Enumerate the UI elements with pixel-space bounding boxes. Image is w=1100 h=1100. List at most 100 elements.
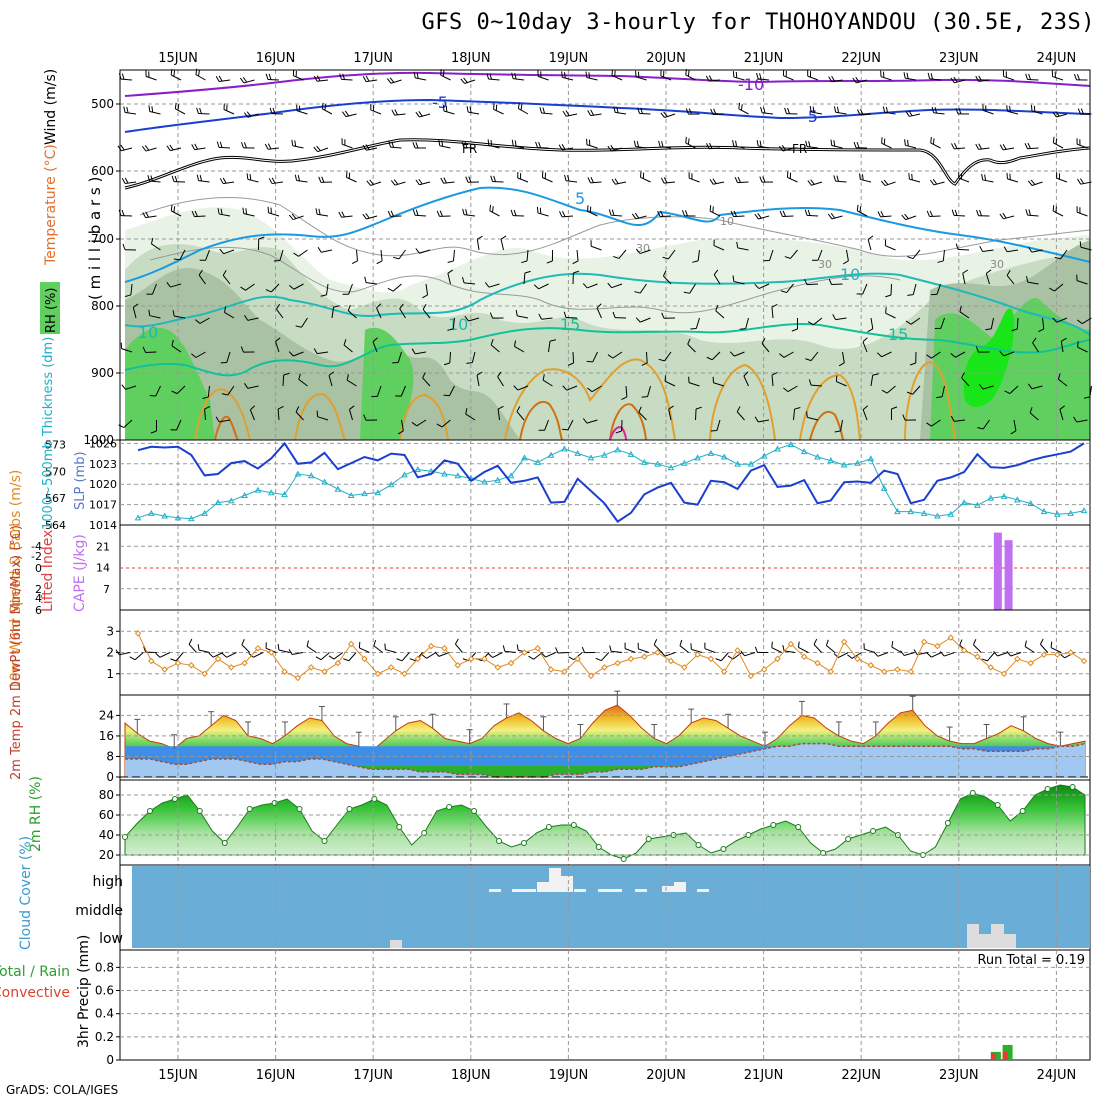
wind-barb <box>1006 172 1019 183</box>
wind-barb <box>276 303 284 319</box>
wind-barb <box>870 373 879 387</box>
wind-marker <box>387 664 395 671</box>
thickness-marker <box>574 449 582 456</box>
rh-marker <box>620 856 627 862</box>
wind-barb <box>346 374 357 387</box>
wind-barb <box>155 652 171 658</box>
wind-barb <box>685 108 700 115</box>
cloud-high-block <box>635 889 647 892</box>
wind-barb <box>838 351 845 367</box>
rh-marker <box>1019 808 1026 814</box>
wind-barb <box>371 385 382 398</box>
wind-barb <box>392 351 402 364</box>
date-label-bottom: 20JUN <box>646 1068 686 1083</box>
wind-barb <box>1003 246 1019 253</box>
wind-barb <box>460 77 476 84</box>
wind-barb <box>493 103 504 115</box>
contour-label: 15 <box>560 315 580 334</box>
wind-barb <box>743 371 749 387</box>
tick-label: 600 <box>91 164 114 178</box>
wind-barb <box>1027 179 1043 186</box>
rh-marker <box>396 824 403 830</box>
tick-label: 573 <box>45 438 66 451</box>
wind-barb <box>985 317 994 331</box>
thickness-markers <box>134 440 1088 522</box>
wind-barb <box>811 249 823 261</box>
wind-barb <box>358 641 370 653</box>
wind-barb <box>805 140 819 149</box>
wind-barb <box>662 249 676 260</box>
wind-barb <box>202 385 210 399</box>
wind-barb <box>637 642 649 653</box>
wind-barb <box>783 385 798 393</box>
thickness-marker <box>640 458 648 465</box>
wind-marker <box>481 655 488 663</box>
thickness-marker <box>747 460 755 467</box>
surface-wind-barbs <box>115 638 1075 662</box>
tick-label: 2 <box>106 646 114 660</box>
wind-barb <box>489 312 504 319</box>
rh-marker <box>845 836 852 842</box>
wind-barb <box>683 283 696 294</box>
rh-marker <box>1069 784 1076 790</box>
wind-barb <box>882 106 896 115</box>
tick-label: 20 <box>99 848 114 862</box>
thickness-marker <box>867 455 875 462</box>
wind-barb <box>763 249 774 262</box>
wind-marker <box>907 668 914 675</box>
wind-barb <box>115 649 131 656</box>
wind-barb <box>317 246 333 253</box>
thickness-marker <box>907 508 915 515</box>
wind-barb <box>150 237 161 251</box>
tick-label: 80 <box>99 788 114 802</box>
thickness-marker <box>147 509 155 516</box>
date-label-top: 18JUN <box>451 51 491 66</box>
tick-label: 567 <box>45 492 66 505</box>
wind-marker <box>134 630 142 637</box>
thickness-marker <box>307 472 315 479</box>
wind-barb <box>982 104 994 115</box>
precip-convective-bar <box>1002 1051 1008 1060</box>
wind-barb <box>490 175 504 183</box>
ylabel-wind: Wind (m/s) <box>43 69 59 145</box>
tick-label: 1000 <box>83 433 114 447</box>
contour-label: 15 <box>888 325 908 344</box>
wind-barb <box>121 384 137 390</box>
wind-barb <box>607 351 623 359</box>
wind-barb <box>465 408 476 421</box>
wind-barb <box>240 283 255 291</box>
wind-barb <box>771 641 782 653</box>
wind-barb <box>881 137 892 149</box>
wind-barb <box>316 410 329 421</box>
wind-barb <box>466 106 480 115</box>
wind-barb <box>867 235 874 251</box>
tick-label: 16 <box>99 729 114 743</box>
wind-barb <box>217 208 231 217</box>
date-axis-top: 15JUN 16JUN 17JUN 18JUN 19JUN 20JUN 21JUN 22JUN… <box>158 51 1076 66</box>
thickness-marker <box>174 514 182 521</box>
wind-barb <box>641 351 648 366</box>
wind-barb <box>372 337 378 353</box>
wind-barb <box>1060 337 1067 353</box>
ylabel-rh2m: 2m RH (%) <box>28 776 44 852</box>
wind-barb <box>607 282 623 289</box>
date-label-bottom: 23JUN <box>939 1068 979 1083</box>
ylabel-pressure: ( m i l l i b a r s ) <box>86 177 104 300</box>
date-label-top: 20JUN <box>646 51 686 66</box>
tick-label: 3 <box>106 624 114 638</box>
thickness-marker <box>241 491 248 498</box>
wind-barb <box>950 76 966 84</box>
wind-barb <box>413 71 427 81</box>
tick-label: 800 <box>91 299 114 313</box>
wind-barb <box>142 211 157 219</box>
wind-barb <box>931 106 945 115</box>
wind-barb <box>342 110 357 118</box>
wind-barb <box>926 652 942 658</box>
wind-barb <box>1052 317 1068 323</box>
wind-barb <box>121 177 137 184</box>
wind-barb <box>343 652 357 662</box>
wind-barb <box>395 385 406 397</box>
wind-barb <box>688 172 700 183</box>
ylabel-cape: CAPE (J/kg) <box>72 534 88 612</box>
wind-marker <box>1054 651 1061 658</box>
